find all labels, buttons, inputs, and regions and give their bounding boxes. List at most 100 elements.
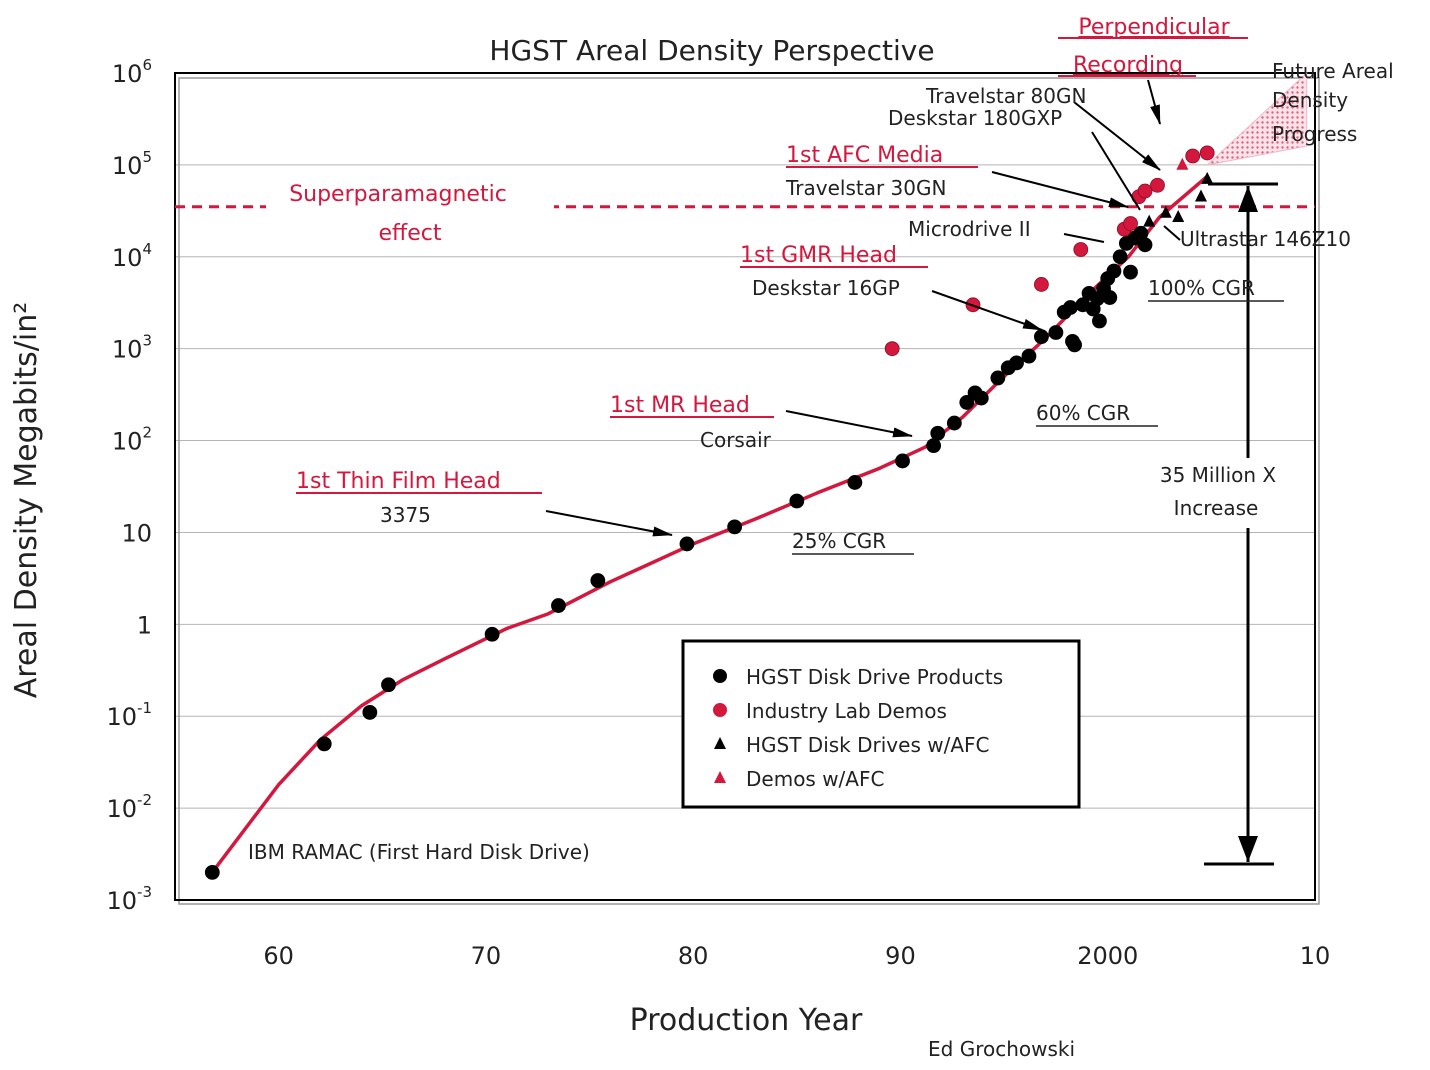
x-tick-label: 70 (471, 942, 502, 970)
increase-label-2: Increase (1174, 496, 1259, 520)
data-point (362, 705, 378, 720)
x-tick-label: 10 (1300, 942, 1331, 970)
x-tick-label: 90 (885, 942, 916, 970)
data-point-triangle (1195, 189, 1207, 202)
data-point (1067, 337, 1082, 353)
increase-label-1: 35 Million X (1160, 463, 1277, 487)
y-tick-label: 10 (121, 519, 152, 547)
x-tick-label: 2000 (1077, 942, 1138, 970)
data-point (847, 475, 863, 490)
corsair-label: Corsair (700, 428, 772, 452)
future-density-wedge (1205, 71, 1308, 166)
increase-arrow-down (1238, 836, 1258, 862)
thin-film-label: 1st Thin Film Head (296, 469, 501, 494)
gmr-head-label: 1st GMR Head (740, 243, 897, 268)
y-tick-label: 103 (112, 332, 152, 364)
data-point (484, 626, 500, 642)
deskstar16gp-label: Deskstar 16GP (752, 276, 900, 300)
arrow-mr-head (785, 410, 913, 438)
data-point (946, 415, 962, 431)
arrow-gmr-head (931, 290, 1043, 331)
data-point (1102, 290, 1118, 305)
data-point (895, 453, 910, 469)
perpendicular-label-2: Recording (1073, 53, 1183, 78)
cgr25-label: 25% CGR (792, 529, 886, 553)
data-point (1034, 329, 1049, 345)
legend-label: Industry Lab Demos (746, 699, 947, 723)
model3375-label: 3375 (380, 503, 431, 527)
data-point (590, 573, 606, 588)
data-point (1123, 216, 1138, 231)
arrow-microdrive (1063, 233, 1105, 243)
data-point (959, 395, 975, 410)
x-tick-label: 60 (263, 942, 294, 970)
data-point (973, 390, 989, 406)
x-tick-label: 80 (678, 942, 709, 970)
arrow-ultrastar (1163, 225, 1181, 241)
data-point-triangle (1176, 157, 1189, 170)
legend-marker (714, 771, 726, 783)
superparamagnetic-label-mask (266, 178, 554, 252)
data-point-triangle (1172, 209, 1185, 222)
mr-head-label: 1st MR Head (610, 393, 750, 418)
ramac-label: IBM RAMAC (First Hard Disk Drive) (248, 840, 590, 864)
y-tick-label: 10-3 (106, 883, 152, 915)
x-axis-ticks: 60 70 80 90 2000 10 (263, 942, 1330, 970)
data-point (1185, 148, 1201, 164)
chart-title: HGST Areal Density Perspective (489, 34, 934, 67)
y-tick-label: 10-1 (106, 699, 152, 731)
author-credit: Ed Grochowski (928, 1037, 1075, 1061)
increase-range-marker (1204, 182, 1278, 866)
future-label-3: Progress (1272, 122, 1357, 146)
y-tick-label: 10-2 (106, 791, 152, 823)
ultrastar-label: Ultrastar 146Z10 (1180, 227, 1351, 251)
data-point (930, 425, 946, 441)
future-label-1: Future Areal (1272, 59, 1394, 83)
data-point (551, 598, 566, 613)
data-point (727, 519, 743, 535)
data-point-triangle (1159, 205, 1172, 218)
legend: HGST Disk Drive Products Industry Lab Dem… (681, 639, 1081, 809)
arrow-thin-film (545, 510, 673, 537)
y-axis-label: Areal Density Megabits/in² (9, 302, 44, 699)
deskstar180gxp-label: Deskstar 180GXP (888, 106, 1062, 130)
data-point (204, 864, 220, 880)
data-point (1021, 348, 1037, 364)
legend-label: Demos w/AFC (746, 767, 884, 791)
data-point (1112, 249, 1128, 265)
data-point (381, 677, 396, 693)
data-point (926, 438, 942, 454)
data-points (204, 145, 1215, 880)
cgr60-label: 60% CGR (1036, 401, 1130, 425)
data-point (1009, 355, 1024, 371)
data-point (1048, 325, 1064, 340)
afc-media-label: 1st AFC Media (786, 143, 943, 168)
travelstar80gn-label: Travelstar 80GN (925, 84, 1086, 108)
y-tick-label: 102 (112, 424, 152, 456)
superparamagnetic-label-1: Superparamagnetic (289, 182, 507, 207)
data-point (1123, 264, 1138, 280)
future-label-2: Density (1272, 88, 1348, 112)
perpendicular-label-1: Perpendicular (1078, 15, 1230, 40)
data-point (1073, 242, 1089, 257)
y-axis-ticks: 10-3 10-2 10-1 1 10 102 103 104 105 106 (106, 56, 152, 915)
data-point (1063, 300, 1078, 315)
data-point-triangle (1143, 214, 1156, 227)
legend-marker (713, 669, 727, 683)
data-point (1137, 183, 1153, 199)
arrow-travelstar30gn (1073, 101, 1161, 171)
legend-marker (713, 703, 727, 717)
legend-label: HGST Disk Drives w/AFC (746, 733, 989, 757)
arrow-perpendicular (1147, 79, 1161, 125)
y-tick-label: 105 (112, 148, 152, 180)
data-point-triangle (1201, 171, 1214, 184)
increase-arrow-up (1238, 186, 1258, 212)
data-point (1199, 145, 1215, 161)
data-point (1106, 263, 1122, 279)
data-point (789, 493, 805, 509)
plot-frame (174, 72, 1316, 901)
x-axis-label: Production Year (630, 1003, 863, 1038)
data-point (884, 341, 900, 357)
y-tick-label: 104 (112, 240, 152, 272)
